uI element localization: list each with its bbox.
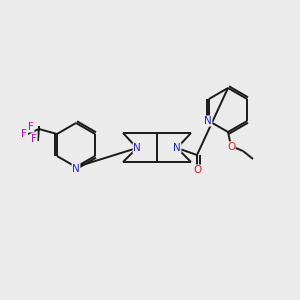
- Text: N: N: [133, 143, 141, 153]
- Text: F: F: [28, 122, 34, 132]
- Text: F: F: [31, 134, 37, 144]
- Text: F: F: [21, 129, 27, 139]
- Text: O: O: [193, 165, 201, 175]
- Text: N: N: [72, 164, 80, 173]
- Text: N: N: [204, 116, 212, 126]
- Text: O: O: [227, 142, 235, 152]
- Text: N: N: [173, 143, 181, 153]
